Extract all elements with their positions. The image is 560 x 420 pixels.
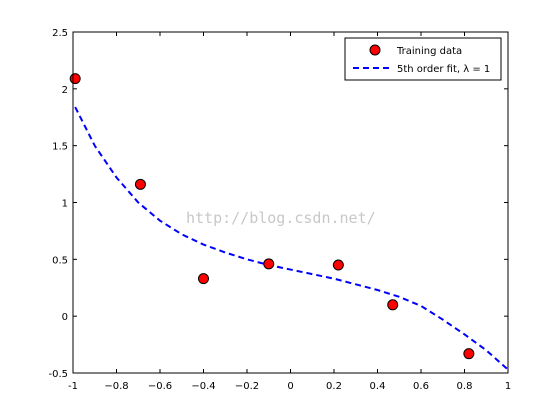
data-point-6 bbox=[387, 299, 399, 311]
y-tick-label-6: 2.5 bbox=[52, 28, 68, 39]
axes-layer: -1 −0.8 −0.6 −0.4 −0.2 0 0.2 0.4 0.6 0.8 1 -0.5 0 0.5… bbox=[48, 28, 511, 392]
legend: Training data 5th order fit, λ = 1 bbox=[344, 37, 502, 81]
y-tick-label-2: 0.5 bbox=[52, 255, 68, 266]
data-point-1 bbox=[69, 73, 81, 85]
y-tick-label-0: -0.5 bbox=[48, 369, 68, 380]
y-tick-label-5: 2 bbox=[62, 85, 68, 96]
y-tick-label-4: 1.5 bbox=[52, 142, 68, 153]
x-tick-label-4: −0.2 bbox=[235, 381, 259, 392]
x-tick-label-7: 0.4 bbox=[370, 381, 386, 392]
x-tick-label-3: −0.4 bbox=[191, 381, 215, 392]
data-point-4 bbox=[263, 258, 275, 270]
legend-label-training: Training data bbox=[396, 46, 462, 57]
x-tick-label-2: −0.6 bbox=[148, 381, 172, 392]
x-tick-label-10: 1 bbox=[505, 381, 511, 392]
x-tick-label-6: 0.2 bbox=[326, 381, 342, 392]
y-tick-label-3: 1 bbox=[62, 199, 68, 210]
y-tick-label-1: 0 bbox=[62, 312, 68, 323]
legend-label-fit: 5th order fit, λ = 1 bbox=[397, 64, 490, 75]
x-tick-label-8: 0.6 bbox=[413, 381, 429, 392]
fit-line bbox=[74, 106, 509, 371]
watermark-text: http://blog.csdn.net/ bbox=[186, 209, 376, 227]
series-layer bbox=[69, 73, 509, 371]
watermark-layer: http://blog.csdn.net/ bbox=[186, 209, 376, 227]
legend-marker-training bbox=[369, 44, 381, 56]
plot-area bbox=[73, 32, 508, 373]
x-tick-label-1: −0.8 bbox=[104, 381, 128, 392]
x-tick-label-0: -1 bbox=[68, 381, 78, 392]
legend-box bbox=[344, 37, 502, 81]
x-tick-label-5: 0 bbox=[287, 381, 293, 392]
data-point-5 bbox=[332, 259, 344, 271]
data-point-2 bbox=[134, 178, 146, 190]
data-point-3 bbox=[198, 273, 209, 285]
x-tick-label-9: 0.8 bbox=[457, 381, 473, 392]
data-point-7 bbox=[463, 348, 475, 360]
